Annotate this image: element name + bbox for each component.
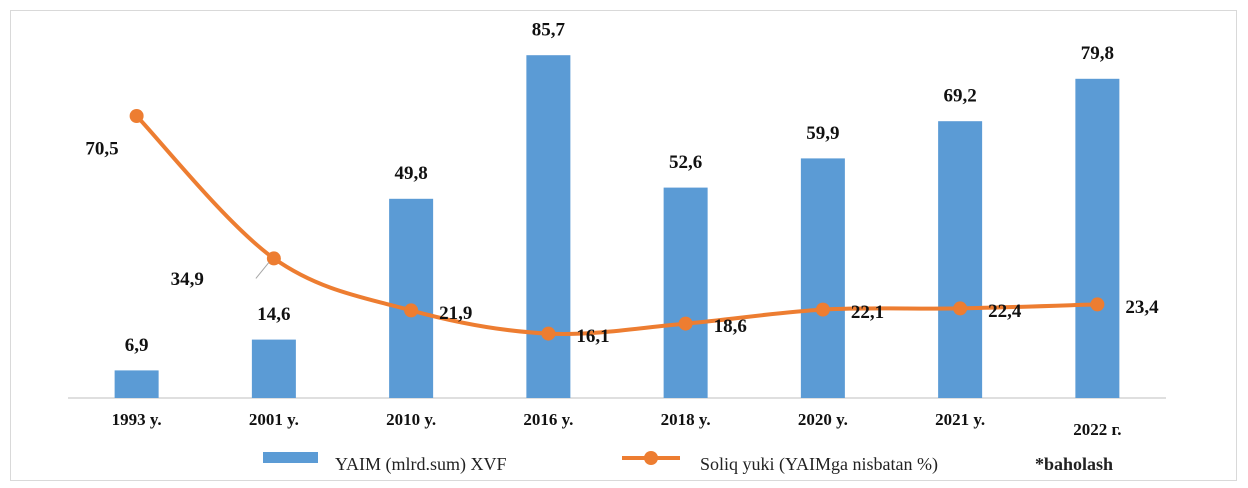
bar-value-label: 52,6: [669, 152, 702, 173]
x-tick-label: 1993 y.: [112, 410, 162, 429]
bar-value-label: 14,6: [257, 304, 290, 325]
line-marker: [815, 302, 830, 317]
annotation: *baholash: [1035, 454, 1113, 474]
bar: [114, 370, 159, 398]
x-tick-label: 2022 г.: [1073, 420, 1121, 439]
line-marker: [404, 303, 419, 318]
line-marker: [1090, 297, 1105, 312]
legend-swatch: [644, 451, 658, 465]
line-value-label: 22,1: [851, 302, 884, 323]
line-value-label: 22,4: [988, 301, 1022, 322]
legend-swatch: [263, 452, 318, 463]
line-marker: [953, 301, 968, 316]
line-value-label: 70,5: [85, 138, 118, 159]
bar-value-label: 69,2: [944, 86, 977, 107]
legend-label: Soliq yuki (YAIMga nisbatan %): [700, 454, 938, 475]
bar: [526, 55, 571, 398]
line-value-label: 16,1: [576, 326, 609, 347]
bar-value-label: 85,7: [532, 20, 566, 41]
leader-line: [255, 262, 270, 279]
bar: [251, 339, 296, 398]
bar: [1075, 78, 1120, 399]
line-value-label: 23,4: [1125, 297, 1159, 318]
line-marker: [129, 109, 144, 123]
bar: [663, 187, 708, 398]
bar: [800, 158, 845, 398]
x-tick-label: 2018 y.: [661, 410, 711, 429]
bar-value-label: 6,9: [125, 335, 149, 356]
line-marker: [266, 251, 281, 266]
x-tick-label: 2020 y.: [798, 410, 848, 429]
x-tick-label: 2021 y.: [935, 410, 985, 429]
bar-value-label: 49,8: [395, 163, 428, 184]
bar-value-label: 59,9: [806, 123, 839, 144]
x-tick-label: 2010 y.: [386, 410, 436, 429]
x-tick-label: 2016 y.: [523, 410, 573, 429]
line-value-label: 21,9: [439, 303, 472, 324]
bar: [389, 198, 434, 398]
legend-label: YAIM (mlrd.sum) XVF: [335, 454, 507, 475]
line-value-label: 18,6: [714, 316, 747, 337]
bar: [938, 121, 983, 398]
chart-frame: [10, 10, 1237, 481]
line-marker: [678, 316, 693, 331]
line-value-label: 34,9: [171, 269, 204, 290]
x-tick-label: 2001 y.: [249, 410, 299, 429]
bar-value-label: 79,8: [1081, 43, 1114, 64]
line-marker: [541, 326, 556, 341]
